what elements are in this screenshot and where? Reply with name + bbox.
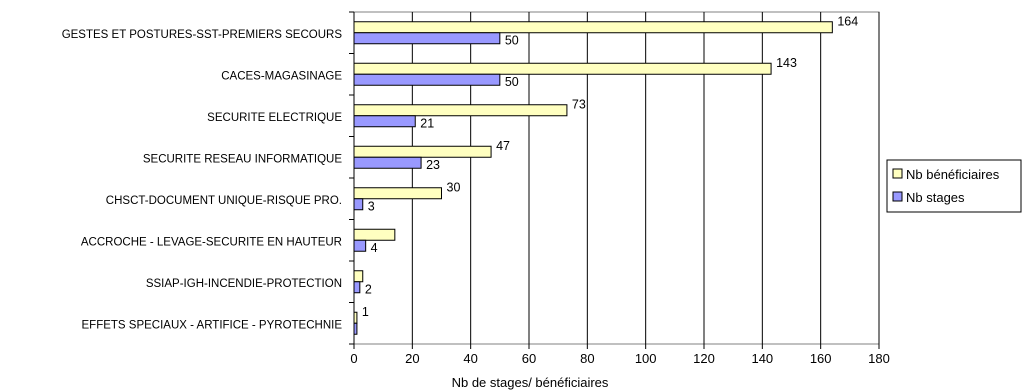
category-label: ACCROCHE - LEVAGE-SECURITE EN HAUTEUR — [81, 236, 342, 248]
data-label: 73 — [572, 97, 586, 111]
category-label: CHSCT-DOCUMENT UNIQUE-RISQUE PRO. — [106, 195, 342, 207]
data-label: 21 — [420, 116, 434, 130]
legend-entry: Nb stages — [906, 190, 965, 205]
data-label: 23 — [426, 158, 440, 172]
bar-stages — [353, 115, 416, 128]
data-label: 1 — [362, 305, 369, 319]
x-axis-label: Nb de stages/ bénéficiaires — [452, 375, 609, 390]
plot-area: 0 20 40 60 80 100 120 140 160 180 GESTES ET POSTUR… — [62, 11, 890, 366]
plot-border — [353, 11, 880, 345]
category-label: SSIAP-IGH-INCENDIE-PROTECTION — [146, 278, 342, 290]
x-tick-label: 0 — [350, 351, 357, 366]
x-tick-label: 40 — [463, 351, 477, 366]
x-tick-label: 140 — [751, 351, 773, 366]
data-label: 4 — [371, 241, 378, 255]
x-tick-label: 120 — [693, 351, 715, 366]
bar-stages — [353, 156, 422, 169]
legend-box — [886, 159, 1022, 213]
data-label: 30 — [447, 180, 461, 194]
bar-beneficiaires — [353, 62, 772, 75]
category-label: SECURITE RESEAU INFORMATIQUE — [143, 153, 342, 165]
x-tick-label: 160 — [810, 351, 832, 366]
bar-stages — [353, 32, 501, 45]
category-label: GESTES ET POSTURES-SST-PREMIERS SECOURS — [62, 29, 343, 41]
legend-swatch — [892, 191, 903, 202]
x-tick-label: 100 — [635, 351, 657, 366]
data-label: 143 — [776, 56, 797, 70]
bar-beneficiaires — [353, 270, 364, 283]
bar-beneficiaires — [353, 311, 358, 324]
x-tick-label: 60 — [522, 351, 536, 366]
category-label: CACES-MAGASINAGE — [221, 70, 342, 82]
bar-stages — [353, 239, 367, 252]
data-label: 50 — [505, 75, 519, 89]
bar-stages — [353, 198, 364, 211]
data-label: 50 — [505, 33, 519, 47]
bar-stages — [353, 73, 501, 86]
legend: Nb bénéficiaires Nb stages — [886, 159, 1022, 213]
legend-entry: Nb bénéficiaires — [906, 167, 1000, 182]
data-label: 3 — [368, 199, 375, 213]
category-label: SECURITE ELECTRIQUE — [207, 112, 342, 124]
bar-beneficiaires — [353, 187, 442, 200]
bar-beneficiaires — [353, 145, 492, 158]
category-label: EFFETS SPECIAUX - ARTIFICE - PYROTECHNIE — [82, 319, 343, 331]
bar-beneficiaires — [353, 228, 396, 241]
legend-swatch — [892, 168, 903, 179]
bar-beneficiaires — [353, 104, 568, 117]
data-label: 47 — [496, 139, 510, 153]
data-label: 164 — [837, 14, 858, 28]
x-tick-label: 80 — [580, 351, 594, 366]
bar-stages — [353, 322, 358, 335]
x-tick-label: 180 — [868, 351, 890, 366]
data-label: 2 — [365, 282, 372, 296]
bar-stages — [353, 281, 361, 294]
bar-beneficiaires — [353, 21, 833, 34]
x-tick-label: 20 — [405, 351, 419, 366]
